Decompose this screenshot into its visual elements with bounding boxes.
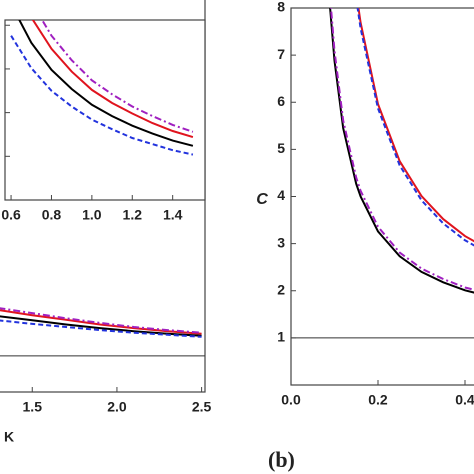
series-line [10,35,194,156]
y-tick-label: 8 [277,0,285,15]
series-line [18,20,194,147]
y-tick-label: 2 [277,281,285,297]
x-tick-label: 2.0 [107,399,127,415]
x-tick-label: 1.4 [163,207,183,223]
series-line [329,8,474,294]
y-tick-label: 1 [277,329,285,345]
series-line [0,319,202,338]
x-tick-label: 0.4 [455,392,474,408]
plot-area [291,8,474,339]
x-tick-label: 0.2 [368,392,388,408]
y-tick-label: 5 [277,140,285,156]
plot-area [10,20,194,156]
series-line [356,8,474,247]
series-line [0,309,202,335]
plot-area [0,307,205,357]
series-line [0,307,202,334]
y-tick-label: 3 [277,234,285,250]
y-tick-label: 7 [277,46,285,62]
x-tick-label: 0.8 [42,207,62,223]
plot-frame [4,19,206,201]
x-tick-label: 2.5 [192,399,212,415]
x-tick-label: 1.5 [23,399,43,415]
y-axis-label: C [256,191,268,208]
series-line [330,8,474,291]
x-tick-label: 1.0 [82,207,102,223]
y-tick-label: 6 [277,93,285,109]
x-tick-label: 1.2 [123,207,143,223]
x-tick-label: 0.0 [281,392,301,408]
y-tick-label: 4 [277,187,285,203]
series-line [31,20,194,139]
plot-frame [290,7,474,386]
series-line [0,315,202,337]
panel-label: (b) [268,447,295,472]
x-tick-label: 0.6 [1,207,21,223]
series-line [357,8,474,243]
x-axis-label: K [4,429,14,445]
